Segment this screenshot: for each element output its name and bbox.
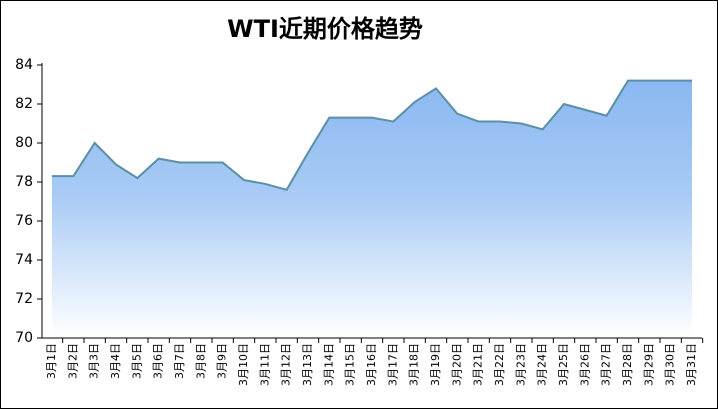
x-tick-label: 3月17日 [386,343,399,386]
area-fill [52,80,692,338]
x-tick-label: 3月13日 [301,343,314,386]
x-tick-label: 3月27日 [600,343,613,386]
x-tick-label: 3月22日 [493,343,506,386]
y-tick-label: 72 [15,291,33,307]
y-tick-label: 78 [15,174,33,190]
x-tick-label: 3月9日 [216,343,229,379]
area-line [52,79,692,191]
x-tick-label: 3月24日 [536,343,549,386]
x-tick-label: 3月20日 [450,343,463,386]
x-tick-label: 3月26日 [578,343,591,386]
x-tick-label: 3月21日 [472,343,485,386]
y-tick-label: 84 [15,57,33,73]
x-tick-label: 3月25日 [557,343,570,386]
x-tick-label: 3月7日 [173,343,186,379]
x-tick-label: 3月29日 [642,343,655,386]
x-tick-label: 3月6日 [152,343,165,379]
x-tick-label: 3月23日 [514,343,527,386]
y-tick-label: 82 [15,96,33,112]
x-tick-label: 3月1日 [45,343,58,379]
x-tick-label: 3月15日 [344,343,357,386]
x-tick-label: 3月28日 [621,343,634,386]
x-tick-label: 3月5日 [130,343,143,379]
x-tick-label: 3月19日 [429,343,442,386]
x-tick-label: 3月12日 [280,343,293,386]
y-tick-label: 80 [15,135,33,151]
y-tick-label: 74 [15,252,33,268]
y-tick-label: 70 [15,330,33,346]
x-tick-label: 3月30日 [664,343,677,386]
x-tick-label: 3月14日 [322,343,335,386]
x-tick-label: 3月4日 [109,343,122,379]
x-tick-label: 3月10日 [237,343,250,386]
x-tick-label: 3月2日 [66,343,79,379]
x-tick-label: 3月3日 [88,343,101,379]
x-tick-label: 3月16日 [365,343,378,386]
x-tick-label: 3月11日 [258,343,271,386]
y-tick-label: 76 [15,213,33,229]
x-tick-label: 3月18日 [408,343,421,386]
chart-title: WTI近期价格趋势 [227,15,423,43]
x-tick-label: 3月31日 [685,343,698,386]
x-tick-label: 3月8日 [194,343,207,379]
